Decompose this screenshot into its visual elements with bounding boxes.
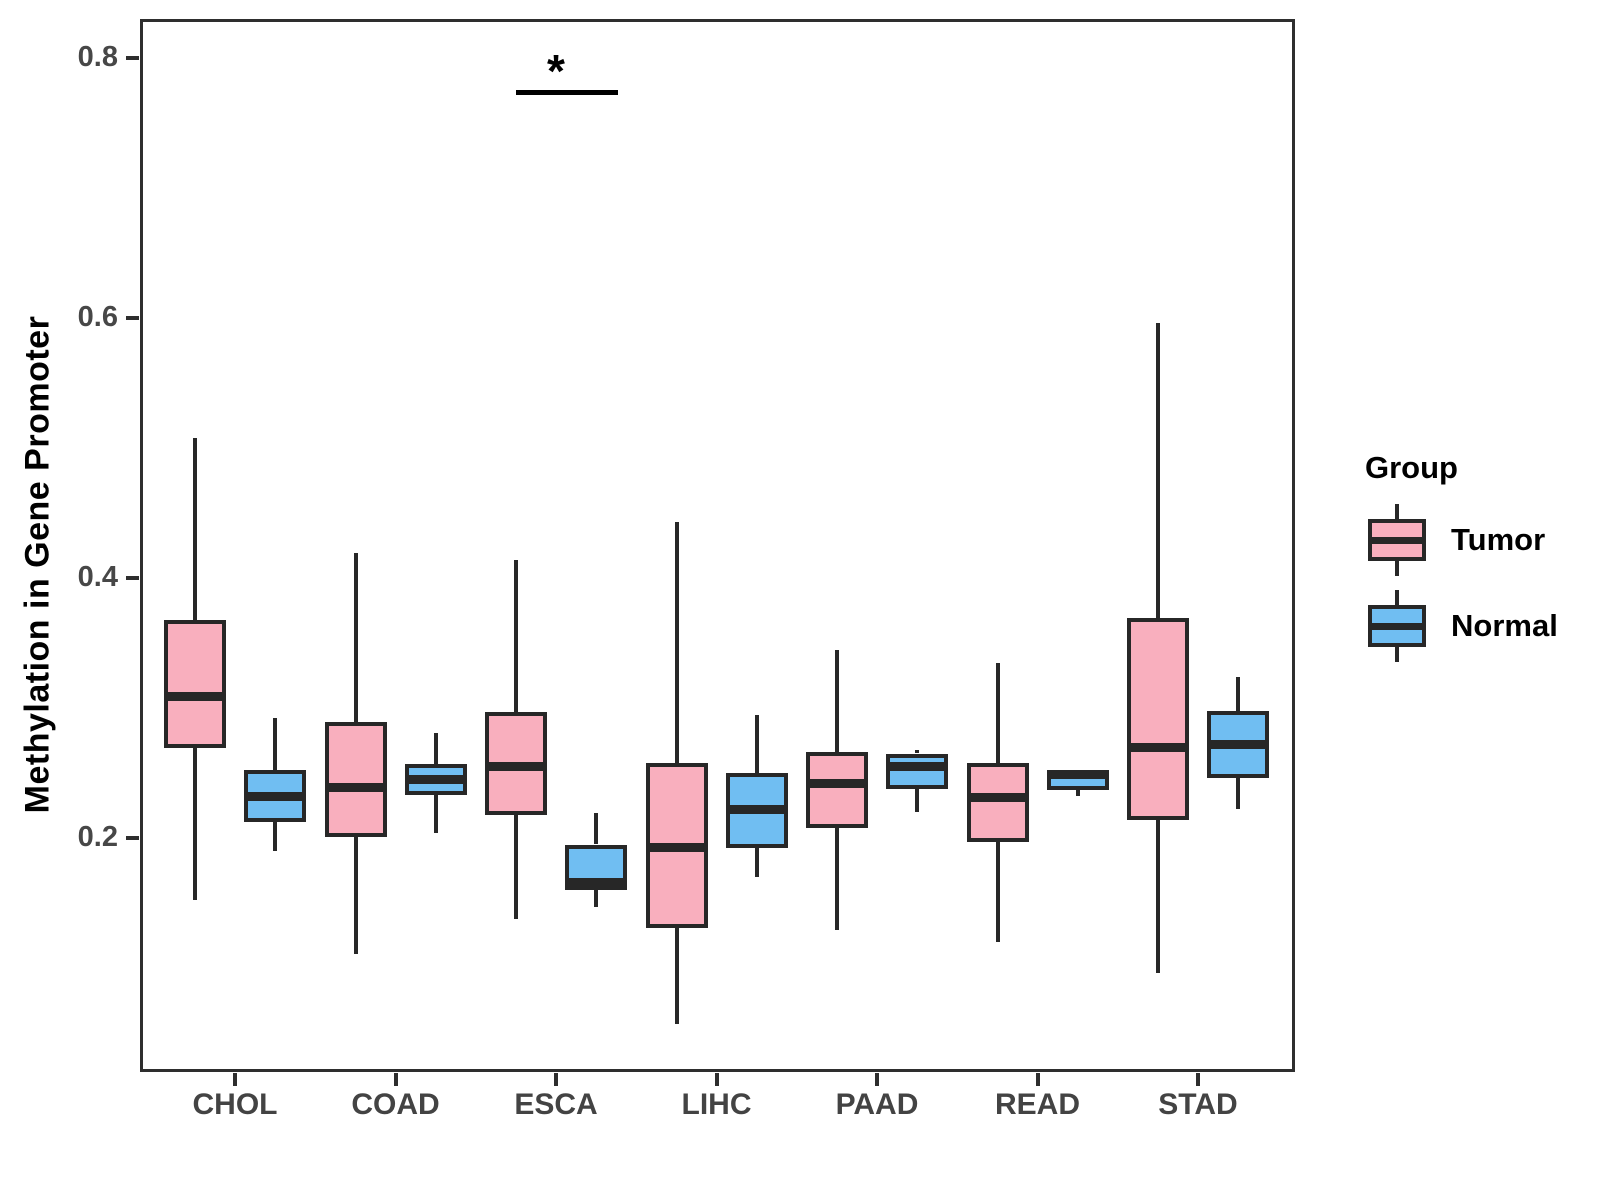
boxplot-tumor-COAD-upper-whisker bbox=[353, 553, 358, 723]
y-tick-mark bbox=[126, 316, 139, 320]
legend-title: Group bbox=[1365, 450, 1458, 485]
boxplot-normal-PAAD-lower-whisker bbox=[915, 788, 919, 812]
significance-star: * bbox=[547, 45, 565, 98]
y-tick-mark bbox=[126, 836, 139, 840]
plot-panel bbox=[140, 19, 1295, 1072]
legend-entry-normal: Normal bbox=[1365, 590, 1585, 662]
boxplot-tumor-COAD-lower-whisker bbox=[353, 836, 358, 954]
x-category-label: PAAD bbox=[835, 1088, 919, 1121]
boxplot-tumor-CHOL-median bbox=[164, 691, 226, 701]
x-tick-mark bbox=[875, 1073, 879, 1086]
boxplot-tumor-LIHC-lower-whisker bbox=[674, 927, 679, 1024]
boxplot-tumor-READ-lower-whisker bbox=[995, 841, 1000, 942]
boxplot-tumor-PAAD-box bbox=[806, 752, 868, 828]
boxplot-normal-CHOL-upper-whisker bbox=[273, 718, 277, 771]
boxplot-normal-STAD-median bbox=[1207, 739, 1269, 749]
boxplot-tumor-PAAD-median bbox=[806, 778, 868, 788]
y-tick-label: 0.4 bbox=[77, 561, 118, 593]
boxplot-normal-STAD-upper-whisker bbox=[1236, 676, 1240, 711]
boxplot-normal-LIHC-upper-whisker bbox=[754, 714, 759, 773]
boxplot-normal-STAD-lower-whisker bbox=[1236, 778, 1240, 810]
boxplot-tumor-STAD-lower-whisker bbox=[1156, 819, 1160, 974]
boxplot-tumor-ESCA-median bbox=[485, 762, 547, 771]
y-tick-mark bbox=[126, 576, 139, 580]
boxplot-normal-ESCA-lower-whisker bbox=[594, 890, 598, 907]
boxplot-tumor-ESCA-upper-whisker bbox=[514, 559, 518, 712]
y-tick-mark bbox=[126, 56, 139, 60]
boxplot-normal-PAAD-median bbox=[886, 762, 948, 771]
x-tick-mark bbox=[1196, 1073, 1200, 1086]
y-tick-label: 0.2 bbox=[77, 821, 118, 853]
x-tick-mark bbox=[554, 1073, 558, 1086]
legend-label-tumor: Tumor bbox=[1451, 522, 1546, 557]
boxplot-tumor-CHOL-box bbox=[164, 619, 226, 749]
boxplot-normal-LIHC-lower-whisker bbox=[754, 848, 759, 877]
x-tick-mark bbox=[233, 1073, 237, 1086]
boxplot-tumor-READ-box bbox=[966, 762, 1029, 842]
boxplot-normal-COAD-upper-whisker bbox=[433, 732, 438, 764]
y-tick-label: 0.8 bbox=[77, 41, 118, 73]
boxplot-tumor-READ-upper-whisker bbox=[995, 662, 1000, 763]
x-tick-mark bbox=[1035, 1073, 1040, 1086]
boxplot-normal-COAD-lower-whisker bbox=[433, 795, 438, 833]
boxplot-normal-LIHC-median bbox=[725, 804, 788, 814]
boxplot-tumor-PAAD-lower-whisker bbox=[835, 827, 839, 931]
boxplot-tumor-LIHC-median bbox=[645, 842, 708, 852]
boxplot-tumor-STAD-upper-whisker bbox=[1156, 323, 1160, 619]
normal-boxplot-key-icon bbox=[1365, 590, 1429, 662]
boxplot-normal-CHOL-median bbox=[244, 791, 306, 801]
x-category-label: LIHC bbox=[681, 1088, 752, 1121]
boxplot-normal-PAAD-upper-whisker bbox=[915, 749, 919, 754]
boxplot-tumor-STAD-box bbox=[1127, 618, 1189, 820]
x-category-label: ESCA bbox=[514, 1088, 598, 1121]
boxplot-normal-PAAD-box bbox=[886, 753, 948, 789]
boxplot-tumor-COAD-median bbox=[324, 782, 387, 792]
boxplot-normal-READ-lower-whisker bbox=[1075, 789, 1080, 797]
x-tick-mark bbox=[714, 1073, 719, 1086]
boxplot-tumor-READ-median bbox=[966, 793, 1029, 803]
boxplot-normal-CHOL-lower-whisker bbox=[273, 822, 277, 851]
legend-label-normal: Normal bbox=[1451, 608, 1558, 643]
significance-bar bbox=[516, 89, 618, 95]
boxplot-tumor-LIHC-upper-whisker bbox=[674, 522, 679, 763]
boxplot-tumor-COAD-box bbox=[324, 722, 387, 837]
legend: Group Tumor Normal bbox=[1365, 450, 1585, 676]
boxplot-tumor-PAAD-upper-whisker bbox=[835, 649, 839, 753]
x-category-label: STAD bbox=[1158, 1088, 1238, 1121]
boxplot-tumor-ESCA-lower-whisker bbox=[514, 814, 518, 919]
boxplot-tumor-CHOL-lower-whisker bbox=[193, 748, 197, 901]
x-category-label: CHOL bbox=[192, 1088, 278, 1121]
legend-entry-tumor: Tumor bbox=[1365, 504, 1585, 576]
boxplot-normal-ESCA-median bbox=[565, 877, 627, 887]
boxplot-normal-READ-median bbox=[1046, 769, 1109, 779]
tumor-boxplot-key-icon bbox=[1365, 504, 1429, 576]
boxplot-tumor-CHOL-upper-whisker bbox=[193, 437, 197, 620]
x-tick-mark bbox=[393, 1073, 398, 1086]
boxplot-normal-ESCA-upper-whisker bbox=[594, 813, 598, 845]
x-category-label: READ bbox=[994, 1088, 1080, 1121]
x-category-label: COAD bbox=[351, 1088, 440, 1121]
boxplot-tumor-STAD-median bbox=[1127, 742, 1189, 752]
y-tick-label: 0.6 bbox=[77, 301, 118, 333]
boxplot-normal-COAD-median bbox=[404, 775, 467, 784]
